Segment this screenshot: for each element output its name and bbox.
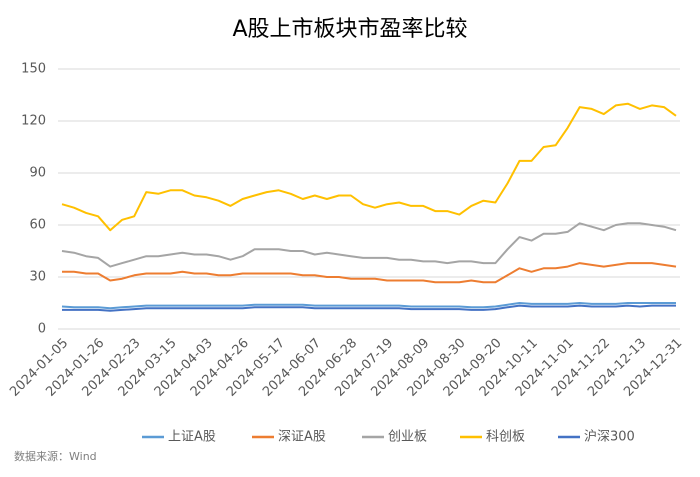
y-tick-label: 30 — [29, 270, 46, 285]
source-note: 数据来源：Wind — [14, 449, 97, 463]
legend-label: 深证A股 — [278, 430, 326, 445]
legend-label: 科创板 — [486, 430, 525, 445]
series-line — [61, 102, 677, 232]
series-line — [61, 302, 676, 310]
legend-label: 沪深300 — [584, 429, 635, 445]
chart-title: A股上市板块市盈率比较 — [232, 17, 467, 42]
series-line — [61, 222, 677, 268]
legend-label: 创业板 — [388, 430, 427, 445]
y-tick-label: 60 — [29, 218, 46, 233]
legend-label: 上证A股 — [168, 430, 216, 445]
y-tick-label: 120 — [21, 114, 46, 129]
y-tick-label: 150 — [21, 62, 46, 77]
series-line — [62, 304, 676, 312]
y-tick-label: 0 — [38, 322, 46, 337]
series-line — [62, 262, 677, 284]
y-tick-label: 90 — [29, 166, 46, 181]
